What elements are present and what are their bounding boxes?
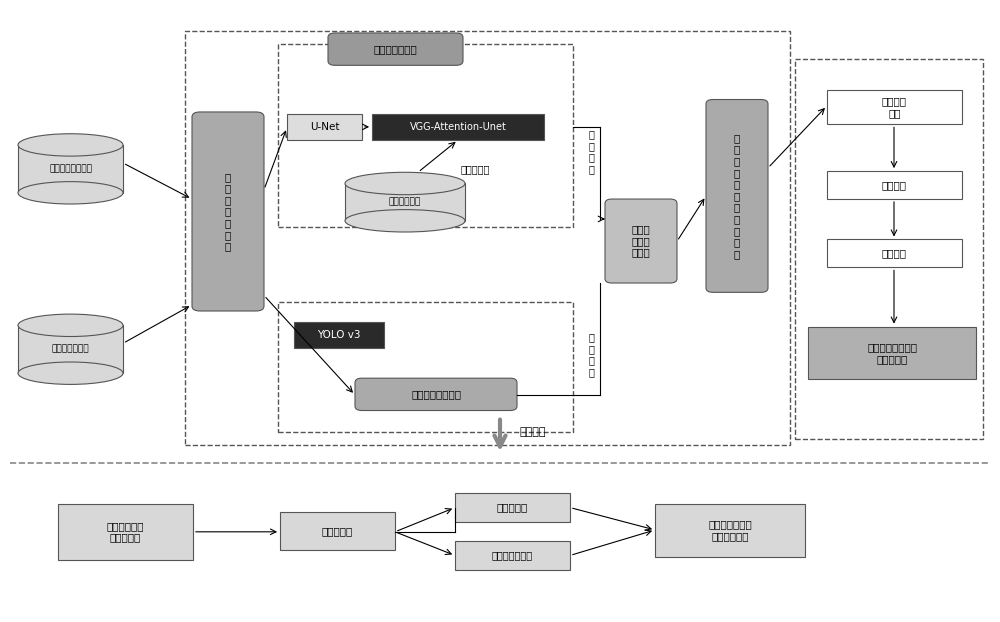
Bar bbox=[280, 512, 395, 550]
Ellipse shape bbox=[18, 314, 123, 337]
Text: 视网膜视盘定位: 视网膜视盘定位 bbox=[492, 550, 533, 560]
Ellipse shape bbox=[18, 362, 123, 384]
Bar bbox=[455, 493, 570, 522]
Text: 垂线计算: 垂线计算 bbox=[882, 248, 907, 259]
Ellipse shape bbox=[18, 134, 123, 156]
Bar bbox=[655, 504, 805, 557]
Ellipse shape bbox=[345, 172, 465, 195]
Bar bbox=[287, 114, 362, 140]
Text: 动静脉分割: 动静脉分割 bbox=[497, 503, 528, 513]
Bar bbox=[278, 302, 573, 432]
Text: 计算区域
定位: 计算区域 定位 bbox=[882, 96, 907, 118]
Text: 模
型
测
试: 模 型 测 试 bbox=[588, 129, 594, 174]
Bar bbox=[278, 44, 573, 227]
Bar bbox=[18, 145, 123, 193]
Bar bbox=[455, 541, 570, 570]
Bar bbox=[58, 504, 193, 560]
FancyBboxPatch shape bbox=[706, 100, 768, 292]
FancyBboxPatch shape bbox=[605, 199, 677, 283]
Bar bbox=[185, 31, 790, 445]
FancyBboxPatch shape bbox=[192, 112, 264, 311]
Text: VGG-Attention-Unet: VGG-Attention-Unet bbox=[410, 122, 506, 132]
Text: 数据预处理: 数据预处理 bbox=[322, 526, 353, 536]
Bar bbox=[18, 325, 123, 373]
Text: 动
静
脉
血
管
直
径
计
算
模
块: 动 静 脉 血 管 直 径 计 算 模 块 bbox=[734, 133, 740, 259]
Text: 模型应用: 模型应用 bbox=[520, 427, 546, 437]
Bar bbox=[808, 327, 976, 379]
Text: 无标签数据集: 无标签数据集 bbox=[389, 198, 421, 207]
Ellipse shape bbox=[345, 210, 465, 232]
FancyBboxPatch shape bbox=[355, 378, 517, 411]
Text: 动静脉血管直径
与直径比计算: 动静脉血管直径 与直径比计算 bbox=[708, 519, 752, 541]
Bar bbox=[827, 90, 962, 124]
Bar bbox=[795, 59, 983, 439]
Ellipse shape bbox=[18, 182, 123, 204]
Text: 视盘检测数据集: 视盘检测数据集 bbox=[52, 345, 89, 354]
Text: 视盘检测定位模型: 视盘检测定位模型 bbox=[411, 389, 461, 399]
Text: 动静脉分割模型: 动静脉分割模型 bbox=[374, 44, 417, 54]
FancyBboxPatch shape bbox=[328, 33, 463, 65]
Text: 血管采样: 血管采样 bbox=[882, 180, 907, 190]
Text: YOLO v3: YOLO v3 bbox=[317, 330, 361, 340]
Text: 模
型
测
试: 模 型 测 试 bbox=[588, 332, 594, 377]
Text: U-Net: U-Net bbox=[310, 122, 339, 132]
Bar bbox=[827, 239, 962, 267]
Text: 输出动静脉血管直
径和直径比: 输出动静脉血管直 径和直径比 bbox=[867, 342, 917, 364]
Text: 输入彩色眼底
视网膜图片: 输入彩色眼底 视网膜图片 bbox=[107, 521, 144, 542]
Text: 动静脉分割数据集: 动静脉分割数据集 bbox=[49, 164, 92, 174]
Bar bbox=[345, 183, 465, 221]
Bar bbox=[294, 322, 384, 348]
Text: 半监督学习: 半监督学习 bbox=[460, 164, 490, 174]
Bar bbox=[372, 114, 544, 140]
Text: 数
据
预
处
理
模
块: 数 据 预 处 理 模 块 bbox=[225, 172, 231, 251]
Text: 视盘外
围动静
脉血管: 视盘外 围动静 脉血管 bbox=[632, 225, 650, 258]
Bar bbox=[827, 171, 962, 199]
